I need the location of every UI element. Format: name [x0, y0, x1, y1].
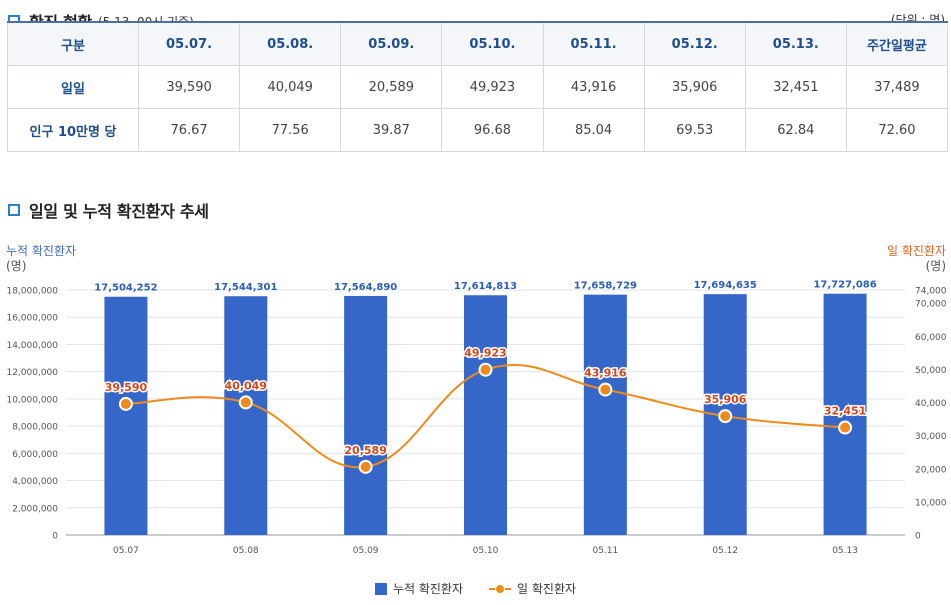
- right-tick-label: 60,000: [915, 333, 947, 343]
- header-cell: 05.07.: [137, 21, 241, 66]
- table-cell: 32,451: [744, 65, 847, 109]
- right-tick-label: 20,000: [915, 465, 947, 475]
- daily-value-label: 39,590: [105, 381, 148, 394]
- header-cell: 05.10.: [441, 21, 544, 66]
- daily-value-label: 20,589: [344, 444, 386, 457]
- left-tick-label: 0: [52, 532, 58, 542]
- section-trend-title: 일일 및 누적 확진환자 추세: [8, 198, 209, 222]
- left-tick-label: 14,000,000: [6, 341, 58, 351]
- bar-value-label: 17,504,252: [94, 283, 157, 294]
- header-cell: 주간일평균: [845, 21, 949, 66]
- daily-value-label: 32,451: [824, 405, 866, 418]
- confirmed-status-table: 구분 05.07. 05.08. 05.09. 05.10. 05.11. 05…: [7, 21, 949, 152]
- daily-point: [358, 459, 373, 474]
- legend-item-daily[interactable]: 일 확진환자: [489, 580, 576, 597]
- bar-value-label: 17,564,890: [334, 282, 397, 293]
- table-row: 인구 10만명 당 76.67 77.56 39.87 96.68 85.04 …: [7, 108, 949, 152]
- table-cell: 35,906: [643, 65, 746, 109]
- table-cell: 39,590: [137, 65, 241, 109]
- left-tick-label: 12,000,000: [6, 368, 58, 378]
- bar-swatch-icon: [374, 582, 387, 595]
- row-label: 인구 10만명 당: [7, 108, 139, 152]
- x-tick-label: 05.07: [113, 546, 139, 556]
- bar-value-label: 17,694,635: [694, 280, 757, 291]
- legend-item-cumulative[interactable]: 누적 확진환자: [374, 580, 464, 597]
- left-axis-unit: (명): [6, 259, 26, 273]
- line-swatch-icon: [489, 583, 512, 595]
- table-cell: 49,923: [441, 65, 544, 109]
- legend-label: 누적 확진환자: [392, 582, 464, 596]
- header-cell: 05.11.: [542, 21, 645, 66]
- square-bullet-icon: [8, 204, 20, 216]
- bar-value-label: 17,727,086: [813, 280, 876, 291]
- header-cell: 05.08.: [239, 21, 342, 66]
- right-tick-label: 10,000: [915, 498, 947, 508]
- daily-point: [598, 382, 613, 397]
- bar-cumulative: [823, 293, 867, 535]
- table-cell: 62.84: [744, 108, 847, 152]
- table-cell: 85.04: [542, 108, 645, 152]
- right-tick-label: 30,000: [915, 432, 947, 442]
- x-tick-label: 05.12: [712, 546, 738, 556]
- trend-chart: 누적 확진환자(명)일 확진환자(명)02,000,0004,000,0006,…: [6, 244, 947, 556]
- table-row: 일일 39,590 40,049 20,589 49,923 43,916 35…: [7, 65, 949, 109]
- header-cell: 구분: [7, 21, 139, 66]
- table-cell: 77.56: [239, 108, 342, 152]
- left-tick-label: 6,000,000: [12, 450, 58, 460]
- x-tick-label: 05.11: [592, 546, 618, 556]
- left-tick-label: 10,000,000: [6, 395, 58, 405]
- section-title: 일일 및 누적 확진환자 추세: [29, 202, 209, 221]
- x-tick-label: 05.09: [353, 546, 379, 556]
- left-tick-label: 2,000,000: [12, 504, 58, 514]
- bar-value-label: 17,614,813: [454, 281, 517, 292]
- left-tick-label: 4,000,000: [12, 477, 58, 487]
- daily-value-label: 35,906: [704, 393, 747, 406]
- daily-point: [478, 362, 493, 377]
- daily-point: [718, 409, 733, 424]
- table-cell: 37,489: [845, 65, 949, 109]
- header-cell: 05.13.: [744, 21, 847, 66]
- bar-cumulative: [583, 294, 627, 535]
- daily-point: [838, 420, 853, 435]
- table-cell: 20,589: [340, 65, 443, 109]
- right-axis-title: 일 확진환자: [887, 244, 946, 258]
- x-tick-label: 05.10: [473, 546, 499, 556]
- x-tick-label: 05.13: [832, 546, 858, 556]
- left-tick-label: 18,000,000: [6, 287, 58, 297]
- bar-cumulative: [344, 295, 388, 535]
- left-tick-label: 16,000,000: [6, 314, 58, 324]
- left-tick-label: 8,000,000: [12, 423, 58, 433]
- right-tick-label: 0: [915, 532, 921, 542]
- table-cell: 43,916: [542, 65, 645, 109]
- right-axis-unit: (명): [926, 259, 946, 273]
- table-cell: 72.60: [845, 108, 949, 152]
- daily-value-label: 40,049: [225, 379, 267, 392]
- legend-label: 일 확진환자: [517, 582, 577, 596]
- right-tick-label: 70,000: [915, 300, 947, 310]
- bar-value-label: 17,658,729: [574, 281, 637, 292]
- daily-value-label: 49,923: [464, 347, 506, 360]
- row-label: 일일: [7, 65, 139, 109]
- right-tick-label: 50,000: [915, 366, 947, 376]
- table-cell: 39.87: [340, 108, 443, 152]
- left-axis-title: 누적 확진환자: [6, 244, 76, 258]
- table-cell: 69.53: [643, 108, 746, 152]
- table-cell: 76.67: [137, 108, 241, 152]
- daily-point: [238, 395, 253, 410]
- right-tick-label: 74,000: [915, 287, 947, 297]
- table-cell: 40,049: [239, 65, 342, 109]
- table-header-row: 구분 05.07. 05.08. 05.09. 05.10. 05.11. 05…: [7, 21, 949, 66]
- x-tick-label: 05.08: [233, 546, 259, 556]
- bar-cumulative: [464, 295, 507, 535]
- header-cell: 05.12.: [643, 21, 746, 66]
- right-tick-label: 40,000: [915, 399, 947, 409]
- table-cell: 96.68: [441, 108, 544, 152]
- daily-value-label: 43,916: [584, 367, 627, 380]
- header-cell: 05.09.: [340, 21, 443, 66]
- chart-legend: 누적 확진환자 일 확진환자: [0, 580, 951, 597]
- bar-cumulative: [224, 296, 268, 535]
- bar-cumulative: [104, 296, 148, 535]
- daily-point: [118, 396, 133, 411]
- bar-value-label: 17,544,301: [214, 282, 277, 293]
